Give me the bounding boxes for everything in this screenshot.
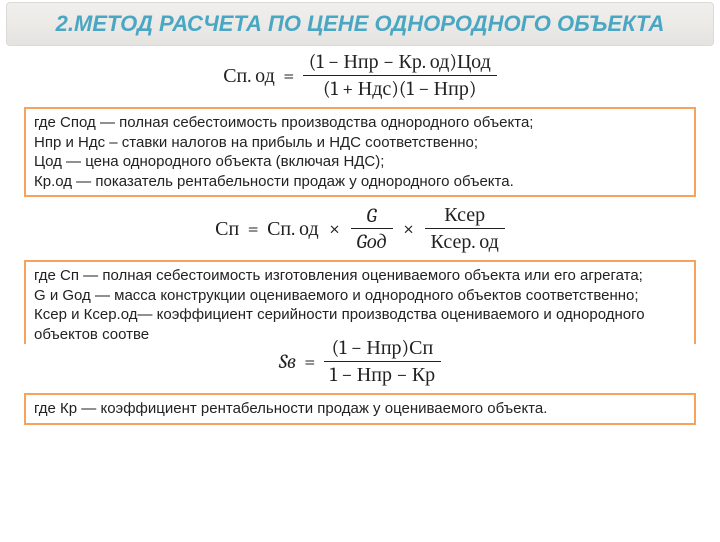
formula1-lhs: Сп. од (223, 64, 275, 88)
formula2-f2-num: Ксер (425, 203, 505, 229)
formula2-a: Сп. од (267, 217, 319, 241)
formula3-num: (1 − Нпр)Сп (324, 336, 442, 362)
formula2-f1-num: G (351, 204, 393, 229)
formula-sp-od: Сп. од = (1 − Нпр − Кр. од)Цод (1 + Ндс)… (0, 50, 720, 101)
box3-line1: где Кр — коэффициент рентабельности прод… (34, 399, 686, 419)
definitions-box-2: где Сп — полная себестоимость изготовлен… (24, 260, 696, 344)
box1-line4: Кр.од — показатель рентабельности продаж… (34, 172, 686, 192)
page-title: 2.МЕТОД РАСЧЕТА ПО ЦЕНЕ ОДНОРОДНОГО ОБЪЕ… (6, 2, 714, 46)
box1-line1: где Спод — полная себестоимость производ… (34, 113, 686, 133)
formula1-num: (1 − Нпр − Кр. од)Цод (303, 50, 497, 76)
formula3-den: 1 − Нпр − Кр (324, 362, 442, 387)
formula1-den: (1 + Ндс)(1 − Нпр) (303, 76, 497, 101)
formula-sp: Сп = Сп. од × G Gод × Ксер Ксер. од (0, 203, 720, 254)
formula3-lhs: Sв (279, 350, 296, 374)
formula2-f1-den: Gод (351, 229, 393, 254)
definitions-box-3: где Кр — коэффициент рентабельности прод… (24, 393, 696, 425)
box2-line1: где Сп — полная себестоимость изготовлен… (34, 266, 686, 286)
formula2-lhs: Сп (215, 217, 239, 241)
definitions-box-1: где Спод — полная себестоимость производ… (24, 107, 696, 197)
box1-line3: Цод — цена однородного объекта (включая … (34, 152, 686, 172)
box1-line2: Нпр и Ндс – ставки налогов на прибыль и … (34, 133, 686, 153)
box2-line2: G и Gод — масса конструкции оцениваемого… (34, 286, 686, 306)
formula2-f2-den: Ксер. од (425, 229, 505, 254)
